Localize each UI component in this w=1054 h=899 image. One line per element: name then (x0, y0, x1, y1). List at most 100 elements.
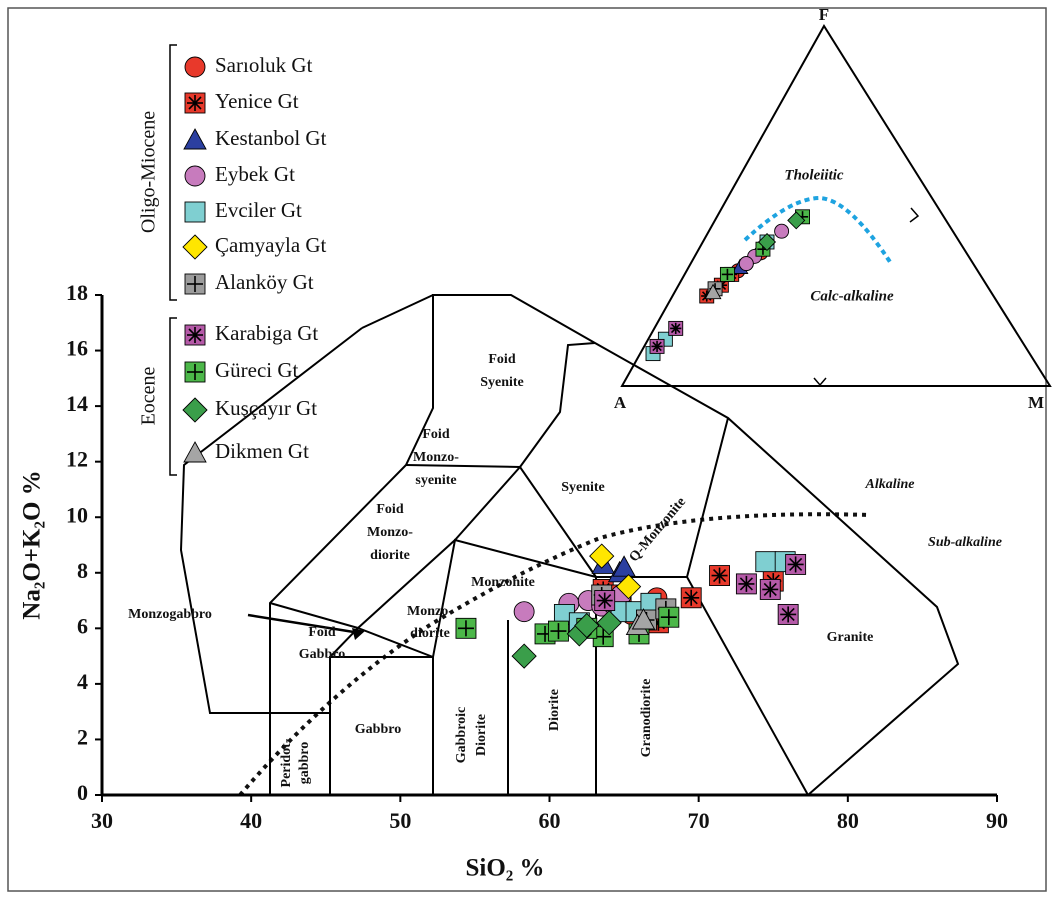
marker-glyph (188, 328, 202, 342)
legend-label: Kuşçayır Gt (215, 396, 317, 420)
data-point (680, 587, 702, 609)
marker-body (511, 643, 537, 669)
data-point (785, 553, 807, 575)
legend-label: Güreci Gt (215, 358, 299, 382)
data-point (574, 612, 600, 639)
field-label: Foid (376, 502, 403, 517)
field-label: Granite (827, 630, 874, 645)
x-tick-label: 30 (91, 808, 113, 833)
y-tick-label: 10 (66, 502, 88, 527)
data-point (594, 590, 616, 612)
field-label: Gabbro (299, 647, 345, 662)
marker-body (631, 608, 656, 630)
y-tick-label: 4 (77, 669, 88, 694)
field-label: Syenite (480, 375, 524, 390)
x-tick-label: 60 (539, 808, 561, 833)
vertex-label: M (1028, 393, 1044, 412)
field-label: Granodiorite (639, 679, 654, 758)
y-tick-label: 6 (77, 613, 88, 638)
marker-glyph (670, 323, 681, 334)
legend-marker (184, 92, 206, 114)
ternary-point (704, 283, 722, 300)
marker-body (589, 543, 615, 569)
data-point (612, 555, 636, 577)
marker-body (184, 165, 206, 187)
x-tick-label: 40 (240, 808, 262, 833)
data-point (548, 620, 569, 642)
data-point (777, 603, 799, 625)
marker-body (513, 601, 535, 623)
legend-label: Dikmen Gt (215, 439, 309, 463)
marker-body (738, 256, 754, 272)
field-label: Foid (488, 352, 515, 367)
marker-body (704, 283, 722, 300)
marker-body (612, 555, 636, 577)
field-label: Monzogabbro (128, 607, 212, 622)
legend-group: Oligo-Miocene (138, 111, 160, 233)
marker-body (615, 574, 642, 600)
data-point (513, 601, 535, 623)
x-tick-label: 50 (389, 808, 411, 833)
legend-marker (182, 397, 208, 423)
field-boundary (269, 602, 359, 629)
field-label: Gabbroic (454, 707, 469, 764)
legend-bracket (169, 44, 177, 476)
marker-glyph (763, 582, 777, 597)
field-boundary (405, 464, 521, 468)
marker-glyph (188, 96, 202, 110)
field-label: Syenite (561, 480, 605, 495)
y-tick-label: 16 (66, 336, 88, 361)
marker-body (182, 397, 208, 423)
y-tick-label: 14 (66, 391, 88, 416)
marker-body (184, 56, 206, 78)
frame (7, 7, 1047, 892)
legend-label: Sarıoluk Gt (215, 53, 313, 77)
marker-body (182, 234, 208, 260)
data-point (631, 608, 656, 630)
field-label: diorite (410, 626, 450, 641)
ternary-point (757, 232, 777, 252)
data-point (455, 617, 477, 639)
marker-glyph (652, 341, 662, 352)
legend-label: Yenice Gt (215, 89, 299, 113)
marker-body (183, 128, 207, 150)
arrow (247, 613, 361, 635)
marker-glyph (739, 577, 753, 591)
field-boundary (519, 342, 596, 468)
data-point (615, 574, 642, 600)
marker-glyph (598, 593, 612, 608)
y-tick-label: 8 (77, 558, 88, 583)
field-label: Monzonite (471, 575, 535, 590)
field-boundary (357, 539, 456, 629)
data-point (709, 565, 730, 587)
field-boundary (329, 656, 434, 795)
field-label: Monzo- (367, 525, 413, 540)
marker-glyph (781, 607, 795, 622)
field-label: Alkaline (864, 477, 914, 492)
legend-marker (184, 56, 206, 78)
data-point (735, 573, 757, 595)
y-tick-label: 18 (66, 280, 88, 305)
field-label: gabbro (297, 742, 312, 785)
marker-body (184, 201, 206, 223)
marker-glyph (712, 568, 727, 583)
legend-label: Eybek Gt (215, 162, 295, 186)
marker-body (183, 441, 207, 463)
y-tick-label: 12 (66, 447, 88, 472)
ternary-point (668, 320, 684, 336)
data-point (511, 643, 537, 669)
y-axis-title: Na₂O+K₂O % (19, 470, 46, 619)
marker-body (574, 612, 600, 639)
marker-glyph (789, 557, 803, 572)
legend-marker (184, 273, 206, 295)
ternary-field-label: Tholeiitic (784, 167, 844, 183)
field-label: Foid (308, 625, 335, 640)
legend-marker (184, 165, 206, 187)
y-tick-label: 0 (77, 780, 88, 805)
ternary-frame (620, 24, 1052, 387)
field-boundary (361, 294, 434, 329)
field-label: Gabbro (355, 722, 401, 737)
legend-label: Kestanbol Gt (215, 126, 327, 150)
legend-label: Çamyayla Gt (215, 233, 327, 257)
vertex-label: F (819, 5, 829, 24)
